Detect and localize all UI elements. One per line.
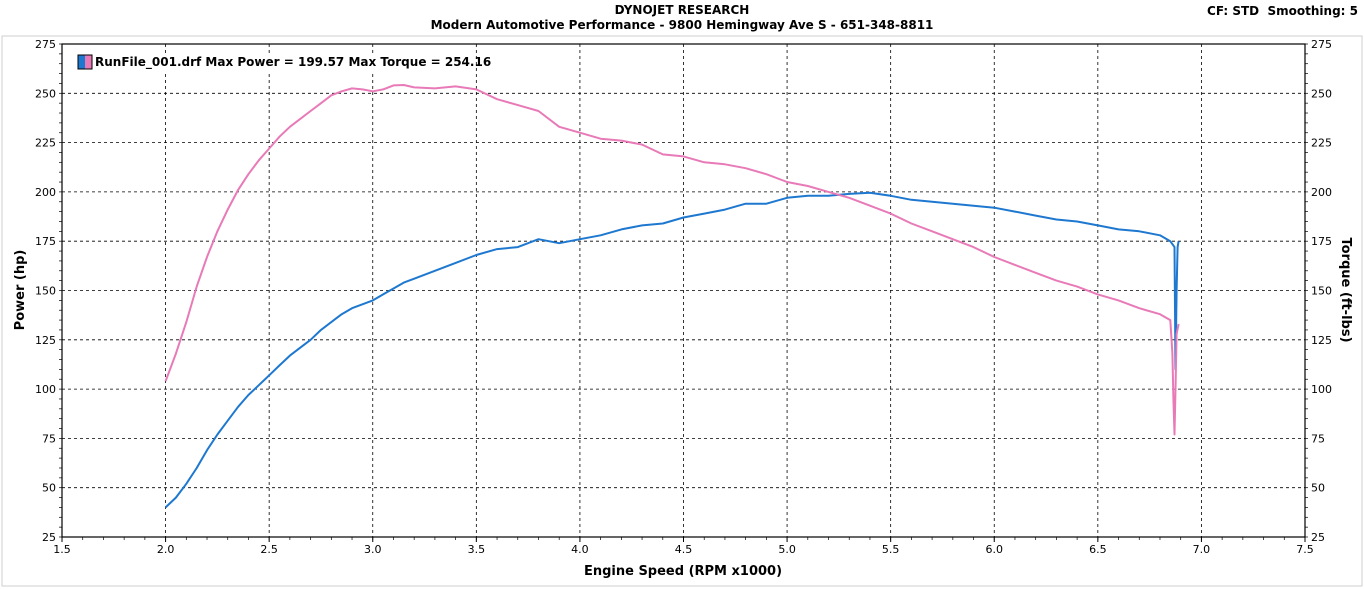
chart-outer-border [1,35,1363,587]
y-tick-label: 175 [35,235,56,248]
legend-max-torque: Max Torque = 254.16 [348,55,491,69]
x-tick-label: 3.5 [468,543,486,556]
y-tick-label: 25 [42,531,56,544]
legend-box [76,53,472,71]
legend: RunFile_001.drf Max Power = 199.57 Max T… [76,53,491,71]
y-tick-label: 250 [35,87,56,100]
y2-tick-label: 50 [1311,482,1325,495]
legend-power-swatch [78,55,85,69]
axis-ticks: 1.5 2.0 2.5 3.0 3.5 4.0 4.5 5.0 5.5 6.0 6.5 7.0 7.52… [35,38,1332,556]
x-tick-label: 2.5 [260,543,278,556]
x-axis-label: Engine Speed (RPM x1000) [584,564,782,579]
x-tick-label: 7.0 [1193,543,1211,556]
y2-tick-label: 200 [1311,186,1332,199]
legend-torque-swatch [85,55,92,69]
y-tick-label: 150 [35,285,56,298]
y2-tick-label: 250 [1311,87,1332,100]
y2-tick-label: 75 [1311,432,1325,445]
chart-subtitle: Modern Automotive Performance - 9800 Hem… [430,18,934,32]
y2-tick-label: 225 [1311,137,1332,150]
x-tick-label: 4.5 [675,543,693,556]
series-lines [164,84,1180,509]
y-tick-label: 125 [35,334,56,347]
y-tick-label: 50 [42,482,56,495]
y2-tick-label: 100 [1311,383,1332,396]
grid-lines [62,44,1305,537]
x-tick-label: 2.0 [157,543,175,556]
series-line-power [164,191,1180,509]
series-line-torque [164,84,1180,436]
y2-tick-label: 25 [1311,531,1325,544]
x-tick-label: 5.5 [882,543,900,556]
y-tick-label: 200 [35,186,56,199]
x-tick-label: 7.5 [1296,543,1314,556]
smoothing-label: Smoothing: 5 [1267,4,1359,18]
y2-tick-label: 125 [1311,334,1332,347]
x-tick-label: 6.0 [986,543,1004,556]
y2-tick-label: 275 [1311,38,1332,51]
y-tick-label: 275 [35,38,56,51]
y-axis-label: Power (hp) [13,250,28,331]
y2-tick-label: 175 [1311,235,1332,248]
x-tick-label: 5.0 [778,543,796,556]
chart-title: DYNOJET RESEARCH [614,3,750,17]
legend-max-power: Max Power = 199.57 [205,55,344,69]
x-tick-label: 6.5 [1089,543,1107,556]
y-tick-label: 100 [35,383,56,396]
y-tick-label: 225 [35,137,56,150]
x-tick-label: 3.0 [364,543,382,556]
legend-run-file: RunFile_001.drf [95,55,202,70]
x-tick-label: 4.0 [571,543,589,556]
legend-run-label: RunFile_001.drf Max Power = 199.57 Max T… [95,55,491,70]
cf-label: CF: STD [1207,4,1260,18]
y2-axis-label: Torque (ft-lbs) [1338,237,1353,342]
y2-tick-label: 150 [1311,285,1332,298]
x-tick-label: 1.5 [53,543,71,556]
correction-smoothing-info: CF: STD Smoothing: 5 [1207,4,1358,18]
y-tick-label: 75 [42,432,56,445]
